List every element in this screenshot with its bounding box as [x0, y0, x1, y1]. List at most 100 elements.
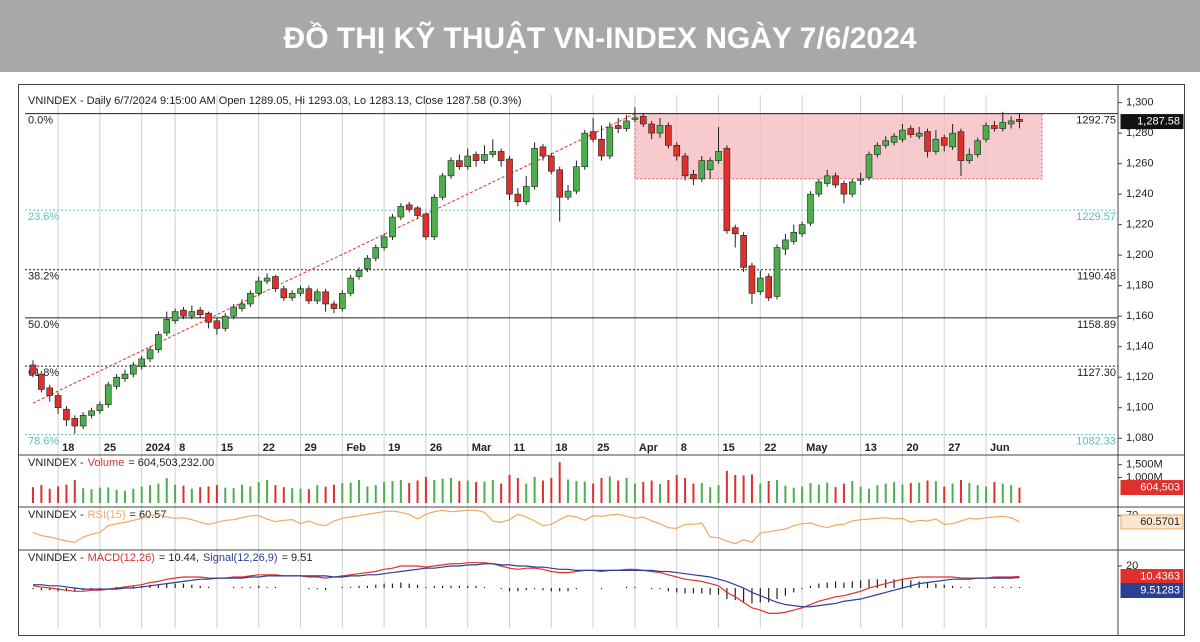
volume-bar: [993, 482, 996, 503]
candle-body: [380, 236, 388, 248]
volume-bar: [107, 487, 110, 503]
candle-body: [489, 151, 497, 155]
candle-body: [1016, 119, 1023, 122]
candle-body: [46, 387, 54, 396]
candle-body: [113, 376, 120, 387]
candle-body: [598, 138, 605, 157]
candle-body: [723, 148, 731, 232]
volume-bar: [90, 489, 93, 503]
candle-body: [355, 270, 363, 277]
volume-bar: [324, 486, 327, 503]
fib-label: 78.6%: [28, 436, 59, 448]
candle-body: [372, 247, 380, 259]
volume-bar: [959, 480, 962, 503]
volume-bar: [817, 484, 820, 503]
candle-body: [966, 154, 973, 161]
candle-body: [606, 126, 614, 157]
volume-bar: [458, 481, 461, 503]
last-value-badge: [1120, 480, 1184, 496]
volume-bar: [776, 480, 779, 503]
x-tick-label: 2024: [146, 442, 171, 454]
volume-bar: [424, 476, 427, 503]
volume-bar: [901, 484, 904, 503]
candle-body: [823, 175, 831, 184]
volume-bar: [1010, 485, 1013, 503]
candle-body: [447, 160, 455, 177]
header-value: = 604,503,232.00: [128, 457, 214, 469]
volume-bar: [909, 483, 912, 503]
candle-body: [205, 312, 212, 323]
candle-body: [155, 334, 162, 351]
last-value-badge: [1120, 514, 1184, 530]
fib-label: 38.2%: [28, 271, 59, 283]
volume-bar: [475, 482, 478, 503]
candle-body: [464, 155, 472, 167]
candle-body: [280, 288, 288, 299]
candle-body: [196, 309, 204, 315]
volume-bar: [349, 482, 352, 503]
candle-body: [347, 277, 354, 294]
candle-body: [247, 293, 254, 305]
candle-body: [130, 364, 137, 375]
volume-bar: [132, 488, 135, 503]
header-series-name: MACD(12,26): [88, 552, 155, 564]
volume-bar: [241, 484, 243, 503]
volume-bar: [868, 488, 870, 503]
candle-body: [882, 140, 890, 146]
volume-bar: [659, 484, 661, 503]
candle-body: [815, 181, 823, 195]
x-tick-label: 15: [221, 442, 233, 454]
candle-body: [96, 404, 104, 412]
x-tick-label: 20: [906, 442, 918, 454]
volume-bar: [123, 490, 126, 503]
x-tick-label: 13: [865, 442, 877, 454]
volume-bar: [115, 489, 118, 503]
y-tick-label: 1,200: [1126, 249, 1154, 261]
fib-value: 1229.57: [1076, 211, 1116, 223]
candle-body: [88, 410, 95, 416]
volume-bar: [224, 487, 227, 503]
volume-bar: [149, 485, 152, 503]
volume-bar: [73, 480, 76, 503]
last-value-label: 604,503: [1140, 481, 1180, 493]
volume-bar: [274, 485, 277, 503]
volume-bar: [316, 485, 319, 503]
candle-body: [531, 148, 538, 187]
candle-body: [940, 137, 948, 146]
panel-header: VNINDEX - MACD(12,26) = 10.44, Signal(12,26…: [28, 552, 312, 564]
volume-bar: [926, 480, 929, 503]
candle-body: [748, 265, 756, 294]
volume-bar: [692, 483, 695, 503]
volume-bar: [558, 462, 561, 503]
volume-bar: [684, 477, 687, 503]
volume-bar: [859, 486, 862, 503]
volume-bar: [592, 483, 595, 503]
y-tick-label: 1,120: [1126, 371, 1154, 383]
y-tick-label: 1,140: [1126, 341, 1154, 353]
x-tick-label: 25: [104, 442, 116, 454]
candle-body: [405, 204, 413, 210]
candle-body: [765, 276, 772, 299]
volume-bar: [491, 480, 494, 503]
title-banner: [0, 0, 1200, 72]
header-series-name: Volume: [88, 457, 125, 469]
volume-bar: [332, 484, 335, 503]
panel-header: VNINDEX - Volume = 604,503,232.00: [28, 457, 214, 469]
x-tick-label: 8: [179, 442, 185, 454]
candle-body: [790, 231, 798, 242]
candle-body: [991, 125, 998, 129]
candle-body: [481, 154, 488, 161]
volume-bar: [374, 485, 377, 503]
header-prefix: VNINDEX -: [28, 509, 84, 521]
candle-body: [213, 320, 221, 329]
candle-body: [288, 293, 296, 299]
candle-body: [706, 160, 714, 171]
volume-bar: [433, 480, 436, 503]
volume-bar: [199, 487, 202, 503]
candle-body: [924, 131, 931, 152]
y-tick-label: 1,240: [1126, 188, 1154, 200]
candle-body: [573, 166, 580, 192]
header-series-name: RSI(15): [88, 509, 126, 521]
candle-body: [949, 132, 956, 148]
candle-body: [146, 349, 154, 360]
